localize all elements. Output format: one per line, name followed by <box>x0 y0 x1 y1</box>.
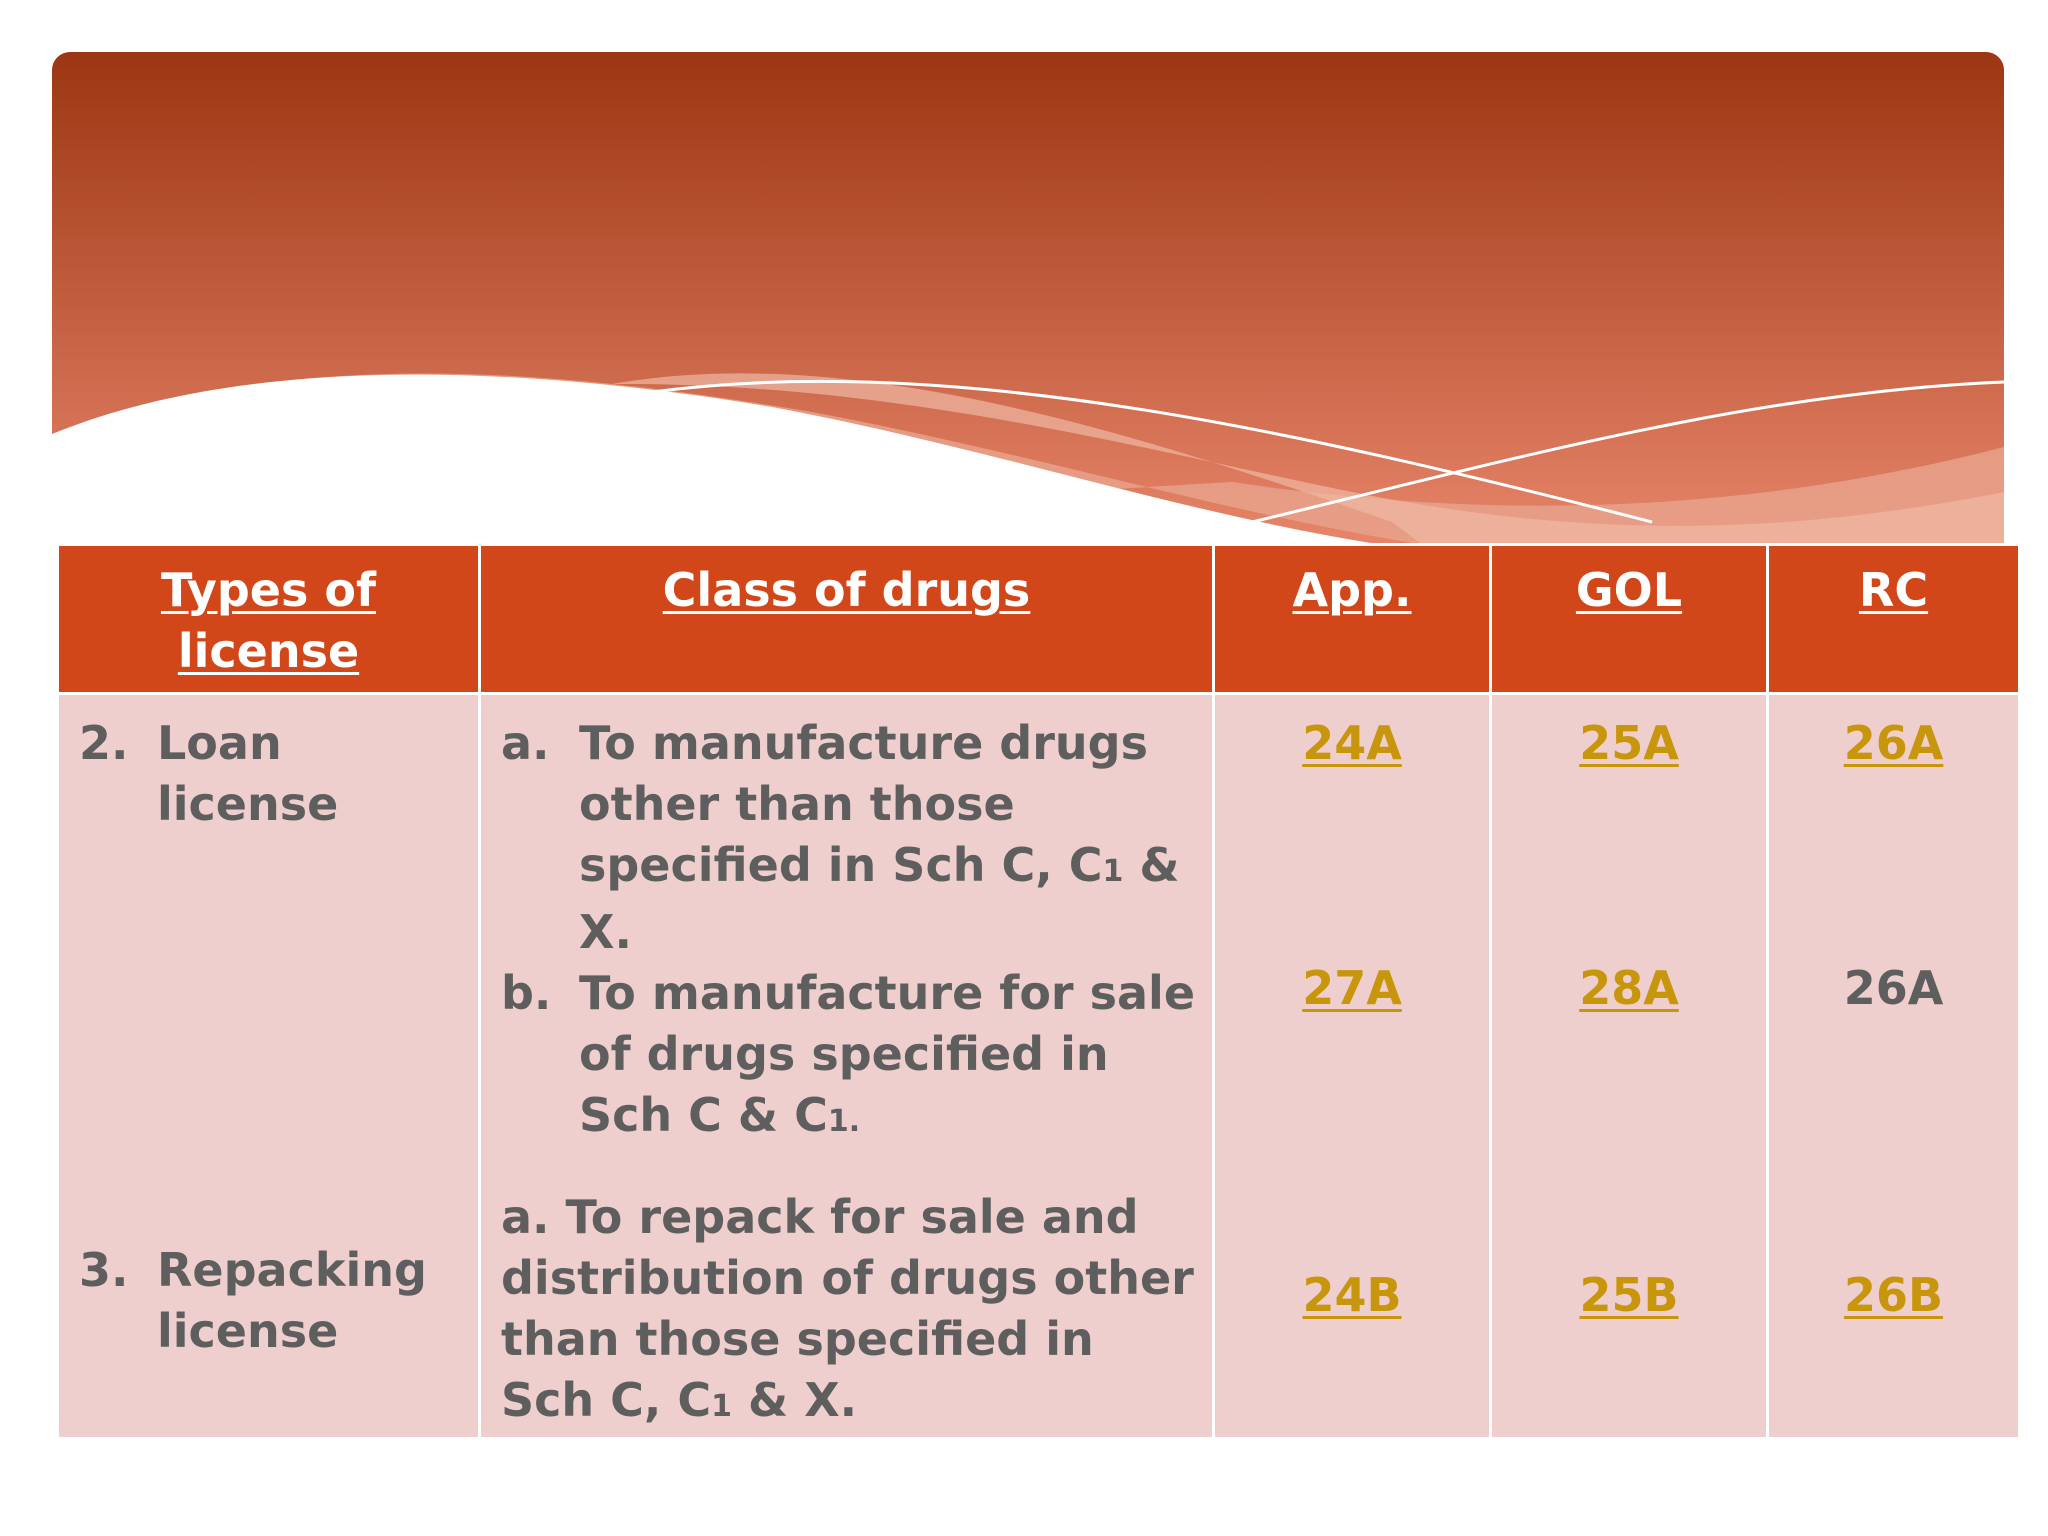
wave-banner-graphic <box>52 52 2004 552</box>
class-item-repack-a: a. To repack for sale and distribution o… <box>501 1190 1194 1427</box>
app-cell: 24A 27A 24B <box>1212 692 1492 1440</box>
form-27a-link[interactable]: 27A <box>1302 961 1402 1015</box>
form-28a-link[interactable]: 28A <box>1579 961 1679 1015</box>
class-cell: a. To manufacture drugs other than those… <box>478 692 1215 1440</box>
form-24b-link[interactable]: 24B <box>1302 1268 1402 1322</box>
header-gol: GOL <box>1489 543 1769 695</box>
header-app: App. <box>1212 543 1492 695</box>
form-26b-link[interactable]: 26B <box>1843 1268 1944 1322</box>
class-item-loan-b: b. To manufacture for sale of drugs spec… <box>501 966 1196 1142</box>
class-item-loan-a: a. To manufacture drugs other than those… <box>501 716 1180 959</box>
form-25a-link[interactable]: 25A <box>1579 716 1679 770</box>
gol-cell: 25A 28A 25B <box>1489 692 1769 1440</box>
header-banner <box>52 52 2004 552</box>
header-class-of-drugs: Class of drugs <box>478 543 1215 695</box>
table-header-row: Types of license Class of drugs App. GOL… <box>56 543 2021 695</box>
form-26a-link[interactable]: 26A <box>1843 716 1944 770</box>
table-row: 2. Loan license 3. Repacking license a. … <box>56 692 2021 1440</box>
form-25b-link[interactable]: 25B <box>1579 1268 1679 1322</box>
types-cell: 2. Loan license 3. Repacking license <box>56 692 481 1440</box>
license-table: Types of license Class of drugs App. GOL… <box>56 543 2021 1440</box>
form-26a-text: 26A <box>1843 961 1944 1015</box>
type-loan-license: 2. Loan license <box>79 716 339 831</box>
rc-cell: 26A 26A 26B <box>1766 692 2021 1440</box>
form-24a-link[interactable]: 24A <box>1302 716 1402 770</box>
header-types-of-license: Types of license <box>56 543 481 695</box>
header-rc: RC <box>1766 543 2021 695</box>
type-repacking-license: 3. Repacking license <box>79 1243 427 1358</box>
